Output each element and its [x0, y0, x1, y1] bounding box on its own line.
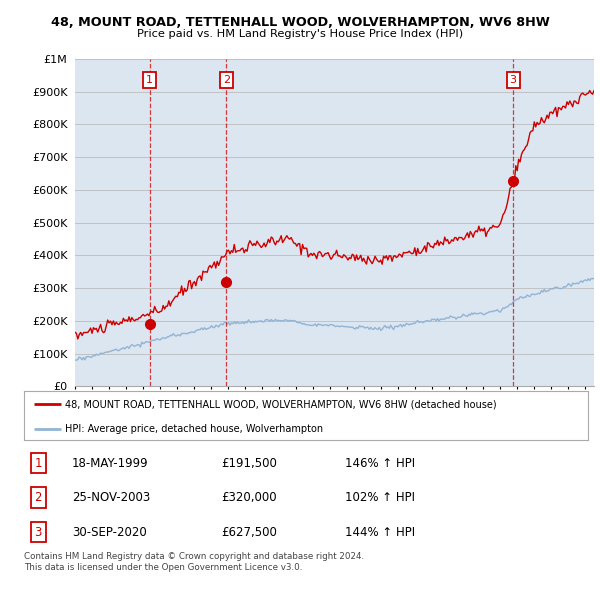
Text: 25-NOV-2003: 25-NOV-2003 — [72, 491, 150, 504]
Text: £627,500: £627,500 — [221, 526, 277, 539]
Text: 2: 2 — [223, 76, 230, 86]
Text: HPI: Average price, detached house, Wolverhampton: HPI: Average price, detached house, Wolv… — [65, 424, 323, 434]
Text: 30-SEP-2020: 30-SEP-2020 — [72, 526, 146, 539]
Text: 144% ↑ HPI: 144% ↑ HPI — [346, 526, 416, 539]
Text: 2: 2 — [34, 491, 42, 504]
Text: 48, MOUNT ROAD, TETTENHALL WOOD, WOLVERHAMPTON, WV6 8HW (detached house): 48, MOUNT ROAD, TETTENHALL WOOD, WOLVERH… — [65, 399, 497, 409]
Text: Price paid vs. HM Land Registry's House Price Index (HPI): Price paid vs. HM Land Registry's House … — [137, 30, 463, 39]
Text: 1: 1 — [146, 76, 153, 86]
Text: This data is licensed under the Open Government Licence v3.0.: This data is licensed under the Open Gov… — [24, 563, 302, 572]
Text: 146% ↑ HPI: 146% ↑ HPI — [346, 457, 416, 470]
Text: 3: 3 — [509, 76, 517, 86]
Text: Contains HM Land Registry data © Crown copyright and database right 2024.: Contains HM Land Registry data © Crown c… — [24, 552, 364, 561]
Text: 3: 3 — [34, 526, 42, 539]
Text: £191,500: £191,500 — [221, 457, 277, 470]
Text: £320,000: £320,000 — [221, 491, 277, 504]
Text: 1: 1 — [34, 457, 42, 470]
Text: 102% ↑ HPI: 102% ↑ HPI — [346, 491, 415, 504]
Text: 48, MOUNT ROAD, TETTENHALL WOOD, WOLVERHAMPTON, WV6 8HW: 48, MOUNT ROAD, TETTENHALL WOOD, WOLVERH… — [50, 16, 550, 29]
Text: 18-MAY-1999: 18-MAY-1999 — [72, 457, 149, 470]
